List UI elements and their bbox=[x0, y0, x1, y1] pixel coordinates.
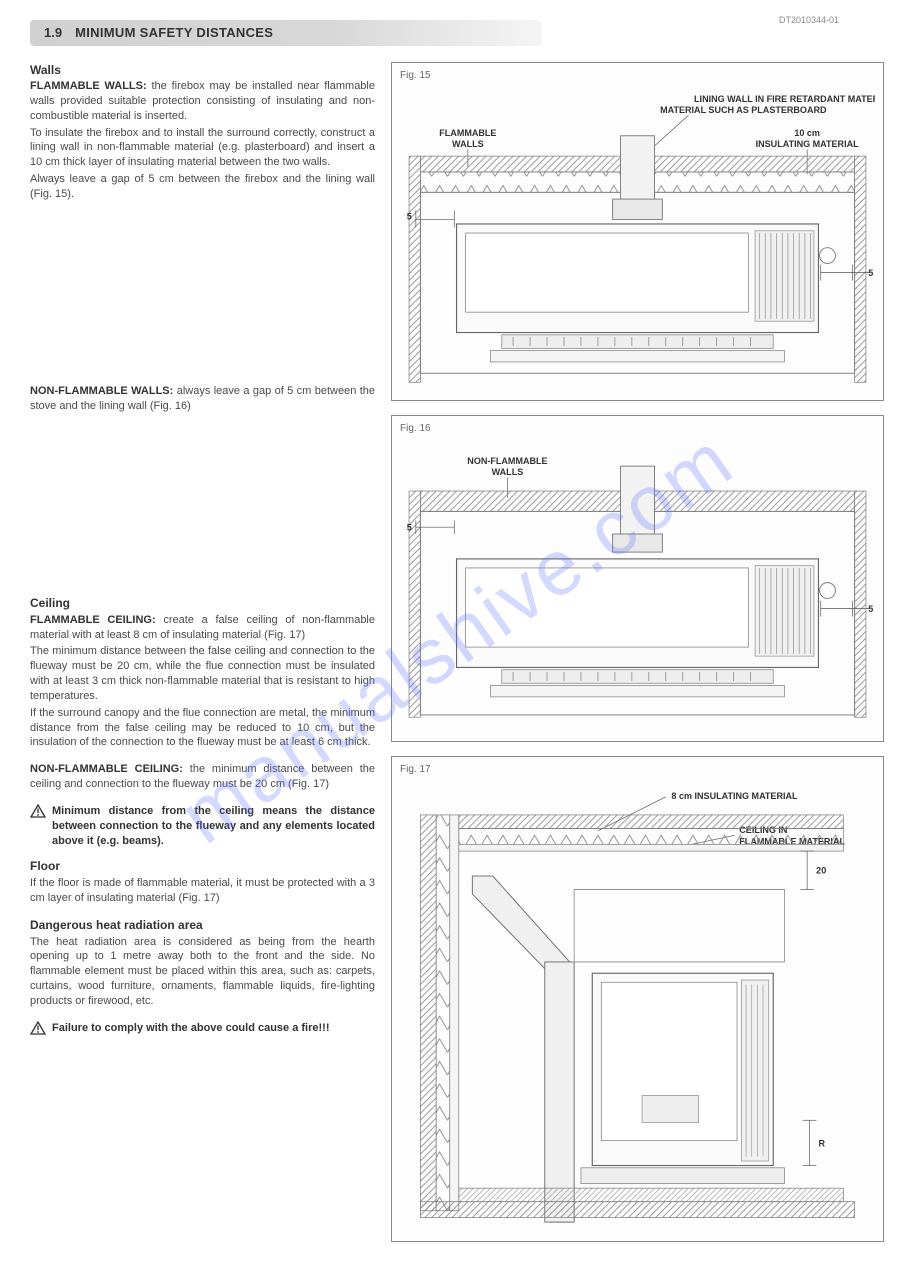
svg-text:5: 5 bbox=[407, 523, 412, 533]
fig15-lining-label: LINING WALL IN FIRE RETARDANT MATERIAL S… bbox=[694, 94, 875, 104]
nonflam-ceiling-para: NON-FLAMMABLE CEILING: the minimum dista… bbox=[30, 762, 375, 792]
ceiling-heading: Ceiling bbox=[30, 595, 375, 611]
figures-column: Fig. 15 LINING WALL IN FIRE RETARDANT MA… bbox=[391, 62, 884, 1256]
ceiling-para-1: FLAMMABLE CEILING: create a false ceilin… bbox=[30, 613, 375, 643]
svg-text:INSULATING MATERIAL: INSULATING MATERIAL bbox=[756, 139, 859, 149]
floor-para: If the floor is made of flammable materi… bbox=[30, 876, 375, 906]
svg-text:NON-FLAMMABLE: NON-FLAMMABLE bbox=[467, 456, 547, 466]
svg-text:8 cm INSULATING MATERIAL: 8 cm INSULATING MATERIAL bbox=[671, 791, 798, 801]
danger-para: The heat radiation area is considered as… bbox=[30, 935, 375, 1009]
section-number: 1.9 bbox=[44, 25, 62, 40]
figure-15-label: Fig. 15 bbox=[400, 69, 875, 83]
document-id: DT2010344-01 bbox=[779, 14, 839, 26]
walls-para-3: Always leave a gap of 5 cm between the f… bbox=[30, 172, 375, 202]
svg-text:R: R bbox=[818, 1138, 825, 1148]
figure-17-diagram: 8 cm INSULATING MATERIAL CEILING IN FLAM… bbox=[400, 781, 875, 1233]
svg-text:5: 5 bbox=[407, 212, 412, 222]
walls-para-2: To insulate the firebox and to install t… bbox=[30, 126, 375, 171]
figure-17: Fig. 17 8 cm INSULATING MATERIAL CEILING… bbox=[391, 756, 884, 1242]
warning-2: Failure to comply with the above could c… bbox=[30, 1021, 375, 1040]
figure-16: Fig. 16 NON-FLAMMABLE WALLS bbox=[391, 415, 884, 743]
figure-15-diagram: LINING WALL IN FIRE RETARDANT MATERIAL S… bbox=[400, 86, 875, 391]
floor-heading: Floor bbox=[30, 858, 375, 874]
svg-text:5: 5 bbox=[868, 268, 873, 278]
svg-text:5: 5 bbox=[868, 604, 873, 614]
svg-text:20: 20 bbox=[816, 865, 826, 875]
nonflam-walls-para: NON-FLAMMABLE WALLS: always leave a gap … bbox=[30, 384, 375, 414]
warning-icon bbox=[30, 1021, 46, 1040]
text-column: Walls FLAMMABLE WALLS: the firebox may b… bbox=[30, 62, 375, 1256]
section-title: MINIMUM SAFETY DISTANCES bbox=[75, 25, 273, 40]
svg-text:10 cm: 10 cm bbox=[794, 128, 820, 138]
svg-text:FLAMMABLE: FLAMMABLE bbox=[439, 128, 496, 138]
svg-text:MATERIAL SUCH AS PLASTERBOARD: MATERIAL SUCH AS PLASTERBOARD bbox=[660, 105, 827, 115]
figure-17-label: Fig. 17 bbox=[400, 763, 875, 777]
warning-1-text: Minimum distance from the ceiling means … bbox=[52, 804, 375, 849]
svg-text:WALLS: WALLS bbox=[492, 467, 524, 477]
ceiling-para-2: The minimum distance between the false c… bbox=[30, 644, 375, 703]
walls-heading: Walls bbox=[30, 62, 375, 78]
warning-icon bbox=[30, 804, 46, 823]
walls-para-1: FLAMMABLE WALLS: the firebox may be inst… bbox=[30, 79, 375, 124]
figure-16-label: Fig. 16 bbox=[400, 422, 875, 436]
warning-2-text: Failure to comply with the above could c… bbox=[52, 1021, 375, 1036]
figure-15: Fig. 15 LINING WALL IN FIRE RETARDANT MA… bbox=[391, 62, 884, 401]
section-header: 1.9 MINIMUM SAFETY DISTANCES bbox=[30, 20, 542, 46]
svg-text:WALLS: WALLS bbox=[452, 139, 484, 149]
figure-16-diagram: NON-FLAMMABLE WALLS bbox=[400, 439, 875, 733]
danger-heading: Dangerous heat radiation area bbox=[30, 917, 375, 933]
ceiling-para-3: If the surround canopy and the flue conn… bbox=[30, 706, 375, 751]
warning-1: Minimum distance from the ceiling means … bbox=[30, 804, 375, 849]
